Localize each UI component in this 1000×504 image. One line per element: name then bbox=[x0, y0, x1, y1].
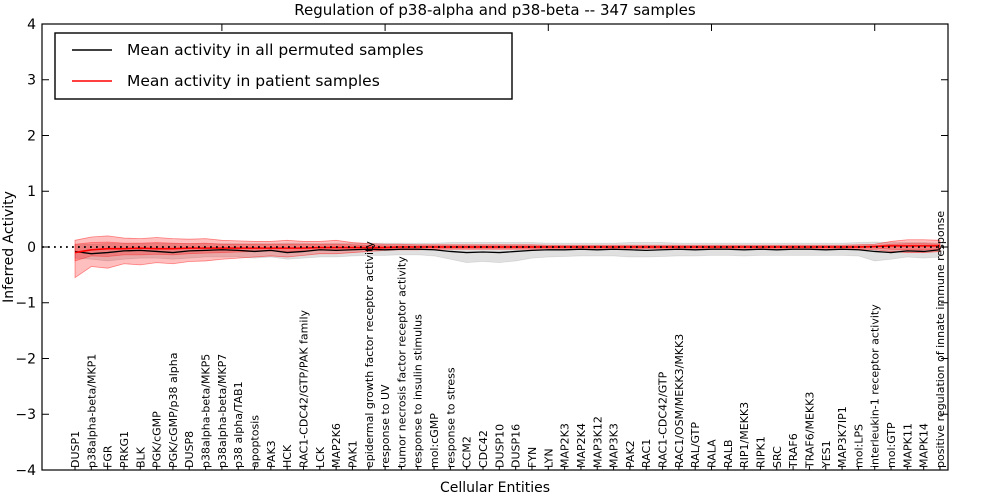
x-category-label: apoptosis bbox=[249, 415, 262, 468]
legend: Mean activity in all permuted samples Me… bbox=[54, 32, 513, 100]
x-category-label: MAPK14 bbox=[918, 423, 931, 468]
x-category-label: PRKG1 bbox=[118, 431, 131, 468]
x-category-label: RAL/GTP bbox=[689, 422, 702, 468]
x-category-label: response to UV bbox=[379, 384, 392, 468]
x-category-label: PGK/cGMP bbox=[151, 411, 164, 468]
x-category-label: PGK/cGMP/p38 alpha bbox=[167, 353, 180, 468]
x-category-label: mol:GTP bbox=[885, 422, 898, 468]
x-category-label: positive regulation of innate immune res… bbox=[934, 211, 947, 468]
ytick-labels-layer: −4 −3 −2 −1 0 1 2 3 4 bbox=[15, 17, 36, 479]
x-category-label: RALA bbox=[706, 439, 719, 468]
y-tick-label: 2 bbox=[27, 128, 36, 144]
x-category-label: p38alpha-beta/MKP7 bbox=[216, 354, 229, 468]
legend-label-permuted: Mean activity in all permuted samples bbox=[127, 41, 424, 59]
x-category-label: MAP2K6 bbox=[330, 423, 343, 468]
x-category-label: tumor necrosis factor receptor activity bbox=[395, 256, 408, 468]
x-category-label: CCM2 bbox=[461, 436, 474, 468]
x-category-label: RIPK1 bbox=[754, 436, 767, 468]
x-category-label: HCK bbox=[281, 444, 294, 468]
x-category-label: MAPK11 bbox=[901, 423, 914, 468]
y-tick-label: −2 bbox=[15, 351, 36, 367]
x-category-label: CDC42 bbox=[477, 430, 490, 468]
x-category-label: SRC bbox=[771, 446, 784, 468]
x-category-label: DUSP10 bbox=[493, 424, 506, 468]
x-category-label: interleukin-1 receptor activity bbox=[869, 304, 882, 468]
x-category-label: response to stress bbox=[444, 367, 457, 468]
x-category-label: PAK1 bbox=[346, 440, 359, 468]
ticks-layer bbox=[42, 23, 948, 471]
x-category-label: mol:LPS bbox=[852, 424, 865, 468]
x-category-label: epidermal growth factor receptor activit… bbox=[363, 241, 376, 468]
x-category-label: mol:cGMP bbox=[428, 413, 441, 468]
x-category-label: FYN bbox=[526, 447, 539, 468]
y-axis-label: Inferred Activity bbox=[1, 191, 17, 303]
x-category-label: MAP3K3 bbox=[608, 423, 621, 468]
y-tick-label: 1 bbox=[27, 184, 36, 200]
y-tick-label: 0 bbox=[27, 240, 36, 256]
x-category-label: RAC1 bbox=[640, 439, 653, 468]
x-category-label: p38alpha-beta/MKP5 bbox=[200, 354, 213, 468]
legend-box bbox=[54, 32, 513, 100]
x-category-labels: DUSP1 p38alpha-beta/MKP1 FGR PRKG1 BLK PGK/cG… bbox=[69, 211, 947, 469]
x-category-label: RAC1/OSM/MEKK3/MKK3 bbox=[673, 334, 686, 468]
x-category-label: BLK bbox=[134, 446, 147, 468]
y-tick-label: 3 bbox=[27, 73, 36, 89]
x-category-label: MAP3K7IP1 bbox=[836, 406, 849, 468]
y-tick-label: −1 bbox=[15, 296, 36, 312]
x-category-label: TRAF6 bbox=[787, 433, 800, 469]
y-tick-label: 4 bbox=[27, 17, 36, 33]
x-category-label: TRAF6/MEKK3 bbox=[803, 392, 816, 469]
x-category-label: RIP1/MEKK3 bbox=[738, 402, 751, 468]
x-category-label: response to insulin stimulus bbox=[412, 314, 425, 468]
y-tick-label: −4 bbox=[15, 463, 36, 479]
x-category-label: PAK2 bbox=[624, 440, 637, 468]
x-category-label: RALB bbox=[722, 440, 735, 468]
x-category-label: p38alpha-beta/MKP1 bbox=[85, 354, 98, 468]
x-axis-label: Cellular Entities bbox=[440, 480, 550, 496]
series-line-0 bbox=[74, 248, 941, 255]
y-tick-label: −3 bbox=[15, 407, 36, 423]
x-category-label: DUSP16 bbox=[510, 424, 523, 468]
x-category-label: LYN bbox=[542, 448, 555, 468]
x-category-label: FGR bbox=[102, 445, 115, 468]
x-category-label: MAP2K3 bbox=[559, 423, 572, 468]
x-category-label: DUSP1 bbox=[69, 431, 82, 468]
x-category-label: PAK3 bbox=[265, 440, 278, 468]
x-category-label: RAC1-CDC42/GTP/PAK family bbox=[297, 309, 310, 468]
x-category-label: MAP3K12 bbox=[591, 416, 604, 468]
x-category-label: DUSP8 bbox=[183, 431, 196, 468]
legend-label-patient: Mean activity in patient samples bbox=[127, 72, 380, 90]
x-category-label: YES1 bbox=[820, 440, 833, 469]
x-category-label: LCK bbox=[314, 446, 327, 468]
series-layer bbox=[74, 245, 941, 255]
x-category-label: RAC1-CDC42/GTP bbox=[657, 371, 670, 468]
x-category-label: MAP2K4 bbox=[575, 423, 588, 468]
series-line-1 bbox=[74, 245, 940, 254]
chart-title: Regulation of p38-alpha and p38-beta -- … bbox=[294, 1, 696, 19]
x-category-label: p38 alpha/TAB1 bbox=[232, 381, 245, 468]
